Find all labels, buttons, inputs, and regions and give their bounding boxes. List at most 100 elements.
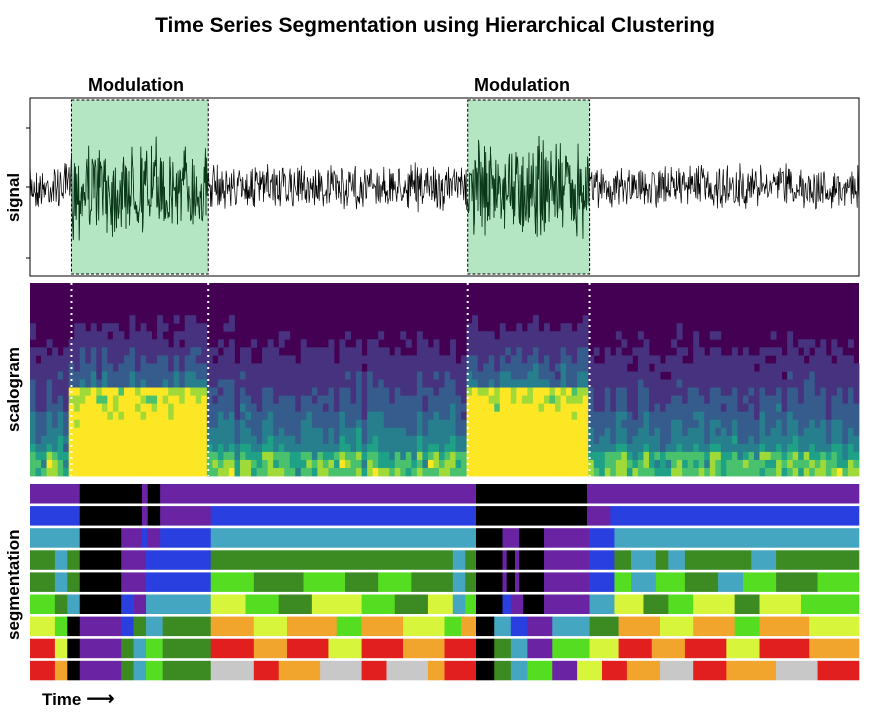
scalogram-cell bbox=[543, 443, 550, 453]
scalogram-cell bbox=[333, 395, 340, 405]
scalogram-cell bbox=[212, 347, 219, 356]
scalogram-cell bbox=[621, 451, 628, 461]
scalogram-cell bbox=[173, 427, 180, 437]
scalogram-cell bbox=[394, 467, 401, 477]
scalogram-cell bbox=[123, 411, 130, 421]
scalogram-cell bbox=[654, 379, 661, 388]
scalogram-cell bbox=[847, 443, 854, 453]
scalogram-cell bbox=[179, 411, 186, 421]
scalogram-cell bbox=[577, 331, 584, 340]
scalogram-cell bbox=[626, 355, 633, 364]
scalogram-cell bbox=[549, 355, 556, 364]
scalogram-cell bbox=[350, 451, 357, 461]
scalogram-cell bbox=[300, 371, 307, 380]
scalogram-cell bbox=[85, 379, 92, 388]
scalogram-cell bbox=[201, 451, 208, 461]
scalogram-cell bbox=[577, 419, 584, 429]
scalogram-cell bbox=[682, 427, 689, 437]
scalogram-cell bbox=[676, 355, 683, 364]
scalogram-cell bbox=[267, 339, 274, 348]
scalogram-cell bbox=[842, 435, 849, 445]
scalogram-cell bbox=[527, 467, 534, 477]
scalogram-cell bbox=[842, 427, 849, 437]
scalogram-cell bbox=[792, 443, 799, 453]
scalogram-cell bbox=[184, 427, 191, 437]
scalogram-cell bbox=[212, 435, 219, 445]
scalogram-cell bbox=[195, 443, 202, 453]
scalogram-cell bbox=[742, 371, 749, 380]
scalogram-cell bbox=[135, 427, 141, 437]
scalogram-cell bbox=[284, 387, 291, 396]
scalogram-cell bbox=[737, 411, 744, 421]
scalogram-cell bbox=[228, 395, 235, 405]
scalogram-cell bbox=[157, 371, 164, 380]
scalogram-cell bbox=[466, 355, 473, 364]
scalogram-cell bbox=[444, 435, 451, 445]
scalogram-cell bbox=[350, 419, 357, 429]
scalogram-cell bbox=[720, 443, 727, 453]
scalogram-cell bbox=[35, 459, 42, 469]
scalogram-cell bbox=[660, 363, 666, 372]
scalogram-cell bbox=[383, 419, 390, 429]
scalogram-cell bbox=[599, 459, 606, 469]
scalogram-cell bbox=[140, 443, 147, 453]
scalogram-cell bbox=[400, 331, 407, 340]
scalogram-cell bbox=[510, 371, 517, 380]
scalogram-cell bbox=[57, 379, 64, 388]
scalogram-cell bbox=[731, 419, 738, 429]
scalogram-cell bbox=[787, 467, 794, 477]
scalogram-cell bbox=[461, 395, 468, 405]
scalogram-cell bbox=[328, 467, 335, 477]
scalogram-cell bbox=[112, 347, 119, 356]
scalogram-cell bbox=[610, 467, 617, 477]
scalogram-cell bbox=[350, 355, 357, 364]
scalogram-cell bbox=[648, 379, 655, 388]
scalogram-cell bbox=[593, 403, 600, 413]
scalogram-cell bbox=[566, 435, 573, 445]
scalogram-cell bbox=[262, 347, 269, 356]
segment-row-4-block bbox=[502, 550, 507, 570]
scalogram-cell bbox=[803, 371, 810, 380]
scalogram-cell bbox=[90, 331, 97, 340]
scalogram-cell bbox=[516, 363, 523, 372]
scalogram-cell bbox=[538, 419, 545, 429]
scalogram-cell bbox=[505, 371, 512, 380]
scalogram-cell bbox=[538, 387, 545, 396]
scalogram-cell bbox=[400, 395, 407, 405]
scalogram-cell bbox=[521, 371, 528, 380]
scalogram-cell bbox=[731, 371, 738, 380]
scalogram-cell bbox=[35, 419, 42, 429]
scalogram-cell bbox=[378, 419, 385, 429]
scalogram-cell bbox=[798, 379, 805, 388]
scalogram-cell bbox=[709, 379, 716, 388]
scalogram-cell bbox=[317, 467, 324, 477]
scalogram-cell bbox=[228, 323, 235, 332]
scalogram-cell bbox=[510, 379, 517, 388]
segment-row-1-block bbox=[587, 484, 860, 504]
scalogram-cell bbox=[90, 379, 97, 388]
scalogram-cell bbox=[798, 411, 805, 421]
scalogram-cell bbox=[118, 443, 125, 453]
scalogram-cell bbox=[85, 467, 92, 477]
scalogram-cell bbox=[765, 387, 771, 396]
segment-row-6-block bbox=[311, 594, 362, 614]
scalogram-cell bbox=[637, 395, 644, 405]
scalogram-cell bbox=[676, 387, 683, 396]
scalogram-cell bbox=[195, 347, 202, 356]
scalogram-cell bbox=[184, 387, 191, 396]
scalogram-cell bbox=[427, 371, 434, 380]
scalogram-cell bbox=[444, 443, 451, 453]
scalogram-cell bbox=[273, 403, 280, 413]
scalogram-cell bbox=[820, 467, 827, 477]
scalogram-cell bbox=[621, 363, 628, 372]
scalogram-cell bbox=[63, 411, 70, 421]
scalogram-cell bbox=[306, 395, 313, 405]
scalogram-cell bbox=[201, 371, 208, 380]
scalogram-cell bbox=[483, 395, 490, 405]
scalogram-cell bbox=[737, 419, 744, 429]
scalogram-cell bbox=[687, 363, 694, 372]
scalogram-cell bbox=[693, 427, 700, 437]
segment-row-8-block bbox=[651, 638, 686, 659]
scalogram-cell bbox=[416, 411, 423, 421]
segment-row-6-block bbox=[668, 594, 694, 614]
